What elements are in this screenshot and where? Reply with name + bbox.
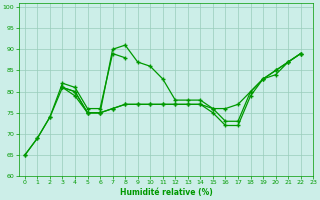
X-axis label: Humidité relative (%): Humidité relative (%) <box>120 188 212 197</box>
